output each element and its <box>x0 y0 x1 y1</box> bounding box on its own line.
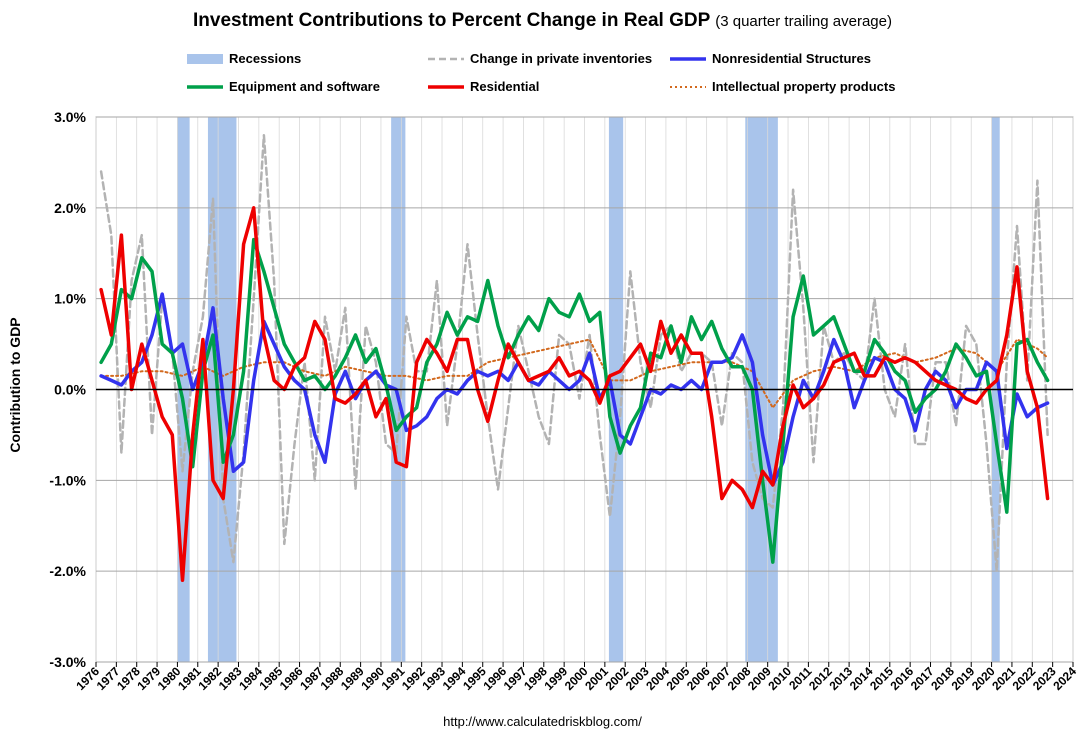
legend-label-inventories: Change in private inventories <box>470 51 653 66</box>
legend-item-residential: Residential <box>428 79 539 94</box>
source-url: http://www.calculatedriskblog.com/ <box>443 714 642 729</box>
legend-label-residential: Residential <box>470 79 540 94</box>
series-line-intellectual-property-products <box>100 338 1049 409</box>
legend-item-ipp: Intellectual property products <box>670 79 895 94</box>
chart-title-main: Investment Contributions to Percent Chan… <box>193 10 710 31</box>
y-tick-label: -3.0% <box>49 654 86 670</box>
legend-label-recessions: Recessions <box>229 51 302 66</box>
series-line-nonresidential-structures <box>99 292 1050 487</box>
chart-title: Investment Contributions to Percent Chan… <box>0 10 1085 32</box>
series-line-change-in-private-inventories <box>99 133 1049 573</box>
chart-subtitle: (3 quarter trailing average) <box>715 13 892 30</box>
legend-item-structures: Nonresidential Structures <box>670 51 871 66</box>
x-tick-label: 2024 <box>1050 664 1079 693</box>
legend-label-ipp: Intellectual property products <box>712 79 896 94</box>
y-tick-label: 2.0% <box>54 200 86 216</box>
series-line-residential <box>99 206 1050 583</box>
legend-swatch-residential <box>428 84 464 89</box>
legend-swatch-structures <box>670 56 706 61</box>
y-tick-label: 0.0% <box>54 382 86 398</box>
legend-item-recessions: Recessions <box>187 51 301 66</box>
legend-swatch-inventories <box>428 57 464 60</box>
legend-swatch-ipp <box>670 85 706 88</box>
y-tick-label: -1.0% <box>49 472 86 488</box>
y-tick-label: 1.0% <box>54 291 86 307</box>
legend-item-inventories: Change in private inventories <box>428 51 652 66</box>
legend-label-equipment: Equipment and software <box>229 79 380 94</box>
legend-item-equipment: Equipment and software <box>187 79 380 94</box>
legend-swatch-equipment <box>187 84 223 89</box>
legend-swatch-recessions <box>187 53 223 64</box>
y-tick-label: 3.0% <box>54 109 86 125</box>
legend-label-structures: Nonresidential Structures <box>712 51 871 66</box>
y-tick-label: -2.0% <box>49 563 86 579</box>
